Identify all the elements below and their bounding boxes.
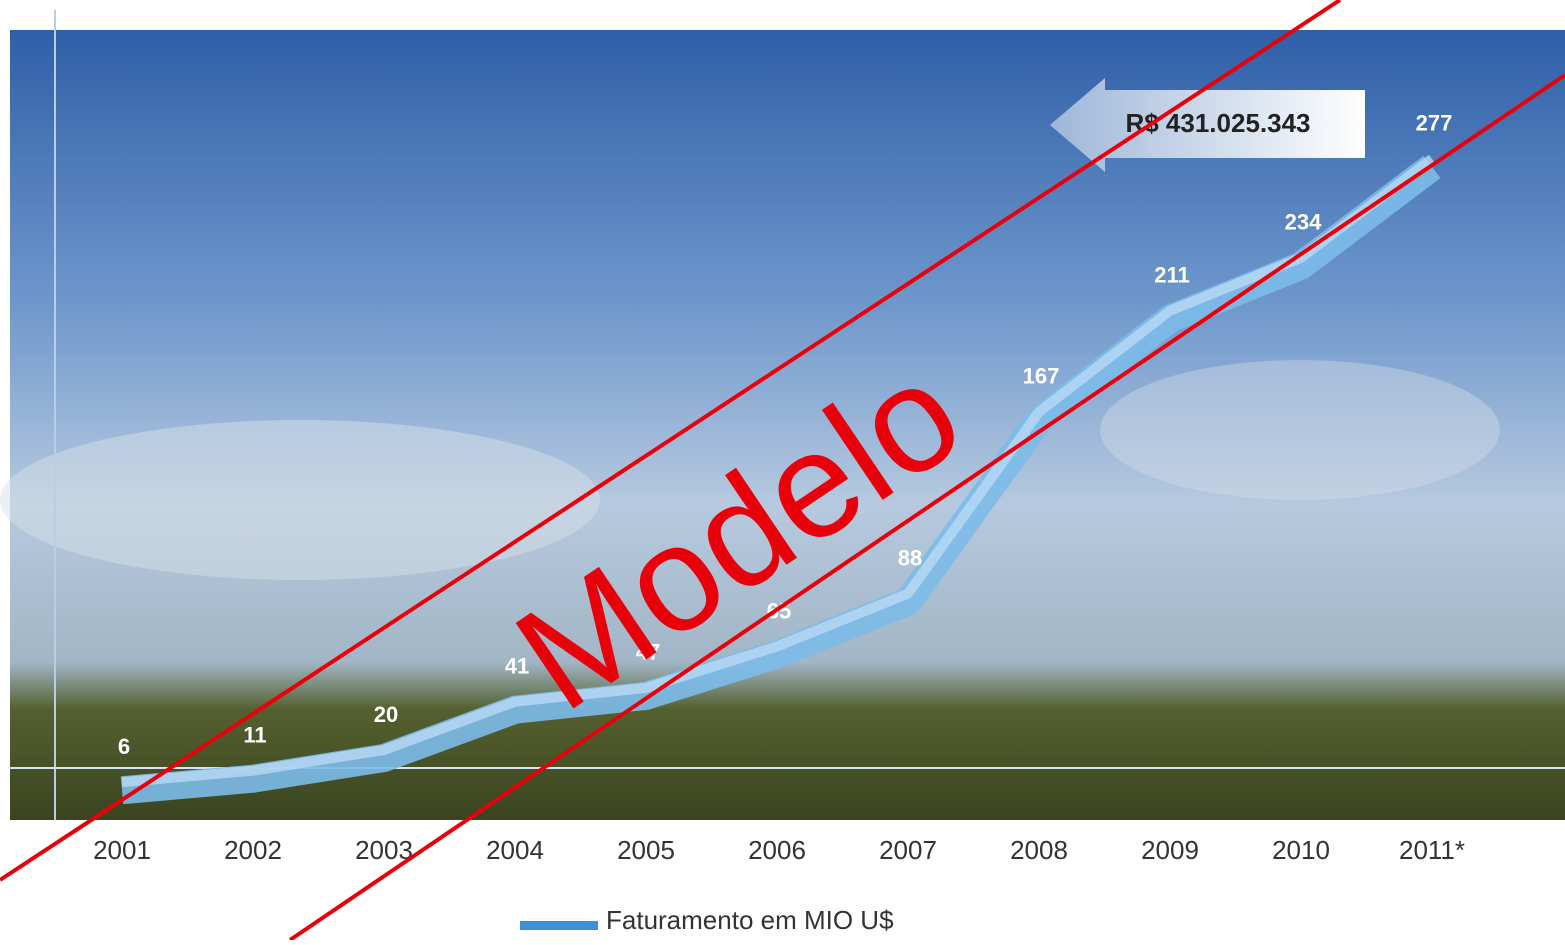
- x-tick-label: 2007: [879, 835, 937, 865]
- x-tick-label: 2006: [748, 835, 806, 865]
- data-label: 88: [898, 545, 922, 570]
- x-tick-label: 2002: [224, 835, 282, 865]
- x-tick-label: 2004: [486, 835, 544, 865]
- x-tick-label: 2011*: [1399, 835, 1465, 865]
- line-highlight: [121, 154, 1436, 788]
- data-label: 6: [118, 734, 130, 759]
- x-tick-label: 2008: [1010, 835, 1068, 865]
- data-label: 234: [1285, 210, 1322, 235]
- x-tick-label: 2005: [617, 835, 675, 865]
- data-label: 20: [374, 702, 398, 727]
- legend-label: Faturamento em MIO U$: [606, 905, 894, 935]
- watermark-line: [288, 73, 1565, 942]
- cloud: [1100, 360, 1500, 500]
- data-label: 11: [243, 723, 266, 748]
- line-series: [120, 155, 1441, 805]
- cloud: [0, 420, 600, 580]
- x-tick-label: 2001: [93, 835, 151, 865]
- data-label: 211: [1154, 263, 1190, 288]
- watermark-line: [0, 0, 1342, 882]
- data-label: 41: [505, 654, 529, 679]
- x-tick-label: 2009: [1141, 835, 1199, 865]
- plot: 2001 2002 2003 2004 2005 2006 2007 2008 2009 2010…: [93, 111, 1465, 865]
- x-tick-label: 2003: [355, 835, 413, 865]
- data-label: 47: [636, 640, 660, 665]
- data-label: 167: [1023, 364, 1060, 389]
- legend-swatch: [520, 921, 598, 930]
- x-tick-label: 2010: [1272, 835, 1330, 865]
- annotation-arrow: [1050, 78, 1365, 172]
- data-label: 277: [1416, 111, 1453, 136]
